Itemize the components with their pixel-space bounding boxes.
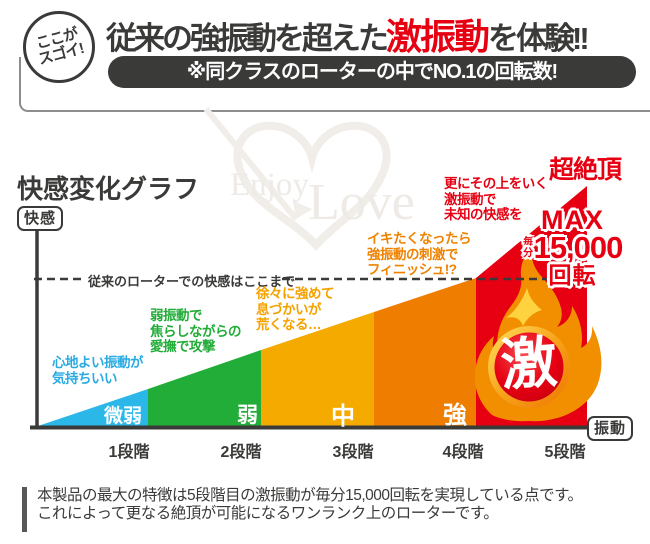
max-value: 15,000 [533, 230, 624, 265]
step-label-4: 4段階 [442, 444, 484, 461]
badge-text: ここが スゴイ! [34, 25, 86, 69]
headline-post: を体験!! [488, 21, 590, 56]
stage-area-2 [148, 350, 261, 426]
footer-text-line1: 本製品の最大の特徴は5段階目の激振動が毎分15,000回転を実現している点です。 [37, 487, 583, 504]
main-headline: 従来の強振動を超えた激振動を体験!! [106, 8, 646, 60]
graph-title: 快感変化グラフ [17, 174, 200, 204]
stage-label-jaku: 弱 [237, 404, 258, 427]
stage-area-3 [261, 312, 374, 426]
stage-area-4 [374, 278, 476, 426]
annotation-stage4: イキたくなったら 強振動の刺激で フィニッシュ!? [367, 231, 472, 277]
max-value-row: 毎分 15,000 [505, 230, 640, 265]
watermark: Enjoy Love [203, 107, 415, 251]
footer-text-line2: これによって更なる絶頂が可能になるワンランク上のローターです。 [37, 504, 499, 522]
headline-pre: 従来の強振動を超えた [106, 21, 389, 56]
max-label: MAX [541, 205, 604, 235]
peak-label: 超絶頂 [549, 156, 622, 184]
stage-label-geki: 激 [498, 330, 560, 397]
header-badge: ここが スゴイ! [23, 11, 95, 83]
step-label-1: 1段階 [108, 444, 150, 461]
flame-inner-icon [506, 288, 542, 326]
watermark-heart-icon [233, 121, 391, 251]
headline-emphasis: 激振動 [386, 16, 490, 57]
header-frame-line [19, 57, 650, 112]
geki-circle [494, 332, 564, 402]
max-unit-prefix: 毎分 [523, 237, 534, 259]
footer-accent-bar [22, 487, 27, 532]
step-label-3: 3段階 [332, 444, 374, 461]
annotation-stage5: 更にその上をいく 激振動で 未知の快感を [444, 176, 548, 222]
max-unit: 回転 [548, 262, 597, 288]
y-axis-label-box: 快感 [17, 206, 64, 231]
annotation-stage2: 弱振動で 焦らしながらの 愛撫で攻撃 [150, 308, 242, 354]
x-axis-label-box: 振動 [587, 416, 634, 441]
stage-label-bijaku: 微弱 [104, 406, 143, 427]
max-rotation-badge: MAX 毎分 15,000 回転 [505, 205, 640, 288]
stage-area-1 [38, 389, 148, 426]
threshold-label: 従来のローターでの快感はここまで [88, 274, 296, 289]
stage-label-kyou: 強 [443, 402, 467, 429]
watermark-text-love: Love [308, 174, 415, 231]
watermark-arrowhead-icon [292, 200, 313, 219]
footer-text: 本製品の最大の特徴は5段階目の激振動が毎分15,000回転を実現している点です。… [37, 487, 637, 522]
stage-label-chuu: 中 [331, 403, 355, 430]
step-label-2: 2段階 [220, 444, 262, 461]
annotation-stage3: 徐々に強めて 息づかいが 荒くなる… [256, 286, 335, 332]
no1-pill: ※同クラスのローターの中でNO.1の回転数! [108, 56, 636, 88]
watermark-text-enjoy: Enjoy [230, 167, 309, 203]
annotation-stage1: 心地よい振動が 気持ちいい [52, 355, 144, 386]
step-label-5: 5段階 [544, 444, 586, 461]
watermark-arrow-icon [203, 107, 299, 221]
